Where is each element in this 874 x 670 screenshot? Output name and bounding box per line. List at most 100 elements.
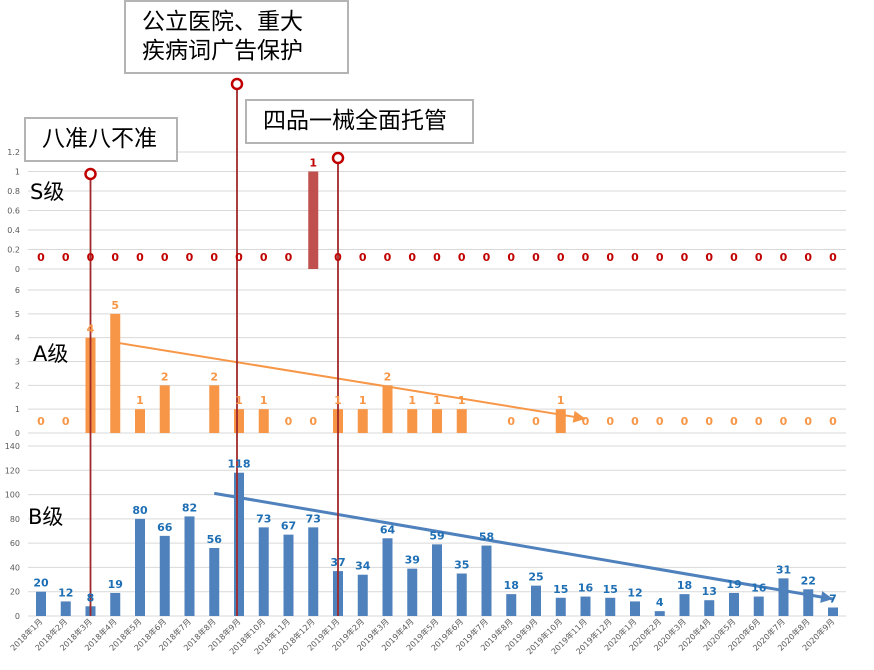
- trend-line: [213, 491, 834, 601]
- data-label: 0: [557, 251, 565, 264]
- bar: [555, 409, 566, 433]
- data-label: 0: [37, 415, 45, 428]
- data-label: 4: [87, 323, 95, 336]
- bar: [432, 409, 442, 433]
- trend-lines: [115, 341, 834, 603]
- data-label: 73: [256, 512, 271, 525]
- a-grade-label: A级: [33, 342, 69, 366]
- data-label: 18: [677, 579, 692, 592]
- data-label: 0: [111, 251, 119, 264]
- data-label: 2: [210, 370, 218, 383]
- data-label: 0: [780, 251, 788, 264]
- bar: [679, 594, 690, 616]
- bar: [308, 171, 319, 269]
- bar: [258, 527, 269, 616]
- data-label: 67: [281, 520, 296, 533]
- y-tick-label: 0: [15, 265, 20, 274]
- data-label: 0: [359, 251, 367, 264]
- y-tick-label: 20: [10, 588, 20, 597]
- data-label: 1: [260, 394, 268, 407]
- y-tick-label: 140: [5, 442, 20, 451]
- data-label: 0: [755, 251, 763, 264]
- data-label: 0: [260, 251, 268, 264]
- y-tick-label: 6: [15, 286, 20, 295]
- data-label: 80: [132, 504, 148, 517]
- bars: [36, 171, 838, 616]
- data-label: 0: [730, 251, 738, 264]
- data-label: 0: [235, 251, 243, 264]
- data-label: 1: [136, 394, 144, 407]
- data-label: 0: [161, 251, 169, 264]
- y-tick-label: 1: [15, 168, 20, 177]
- data-label: 0: [681, 251, 689, 264]
- data-label: 1: [235, 394, 243, 407]
- data-label: 0: [507, 415, 515, 428]
- data-label: 0: [285, 251, 293, 264]
- data-label: 0: [309, 415, 317, 428]
- gridlines: [28, 151, 846, 617]
- y-tick-label: 80: [10, 515, 20, 524]
- bar: [209, 385, 220, 433]
- data-label: 0: [87, 251, 95, 264]
- y-tick-label: 0.6: [7, 207, 20, 216]
- bar: [407, 568, 418, 616]
- s-grade-label: S级: [30, 180, 65, 204]
- data-label: 16: [578, 582, 594, 595]
- data-label: 0: [656, 415, 664, 428]
- bar: [605, 597, 616, 616]
- data-label: 0: [285, 415, 293, 428]
- data-label: 59: [429, 529, 444, 542]
- bar: [803, 589, 814, 616]
- data-label: 0: [483, 251, 491, 264]
- bar: [184, 516, 195, 616]
- bar: [654, 611, 665, 616]
- data-label: 1: [408, 394, 416, 407]
- data-label: 64: [380, 523, 396, 536]
- data-label: 66: [157, 521, 173, 534]
- bar: [456, 409, 467, 433]
- data-label: 0: [384, 251, 392, 264]
- bar: [778, 578, 789, 616]
- data-label: 1: [334, 394, 342, 407]
- data-label: 0: [334, 251, 342, 264]
- bar: [258, 409, 269, 433]
- data-label: 2: [161, 370, 169, 383]
- bar: [531, 585, 541, 616]
- callout-full-custody: 四品一械全面托管: [245, 99, 474, 144]
- callout-hospital-line-1: 公立医院、重大: [142, 9, 303, 35]
- data-label: 0: [656, 251, 664, 264]
- data-label: 56: [207, 533, 223, 546]
- data-label: 118: [228, 458, 251, 471]
- bar: [357, 409, 368, 433]
- data-label: 0: [631, 415, 639, 428]
- data-label: 0: [136, 251, 144, 264]
- bar: [580, 596, 591, 616]
- data-label: 34: [355, 560, 371, 573]
- data-label: 0: [37, 251, 45, 264]
- bar: [407, 409, 418, 433]
- trend-arrowhead: [572, 410, 586, 423]
- y-tick-label: 3: [15, 358, 20, 367]
- data-label: 0: [433, 251, 441, 264]
- bar: [828, 607, 838, 616]
- data-label: 0: [730, 415, 738, 428]
- bar: [357, 574, 368, 616]
- data-label: 0: [681, 415, 689, 428]
- data-label: 58: [479, 531, 494, 544]
- event-marker-head: [230, 77, 244, 91]
- data-label: 0: [829, 251, 837, 264]
- bar: [382, 538, 393, 616]
- trend-line: [115, 341, 586, 420]
- data-label: 0: [186, 251, 194, 264]
- data-label: 13: [702, 585, 717, 598]
- data-label: 0: [62, 415, 70, 428]
- data-label: 0: [780, 415, 788, 428]
- bar: [308, 527, 319, 616]
- data-label: 19: [726, 578, 741, 591]
- data-label: 0: [606, 415, 614, 428]
- data-label: 0: [532, 415, 540, 428]
- data-label: 0: [804, 251, 812, 264]
- data-label: 0: [755, 415, 763, 428]
- data-label: 18: [504, 579, 519, 592]
